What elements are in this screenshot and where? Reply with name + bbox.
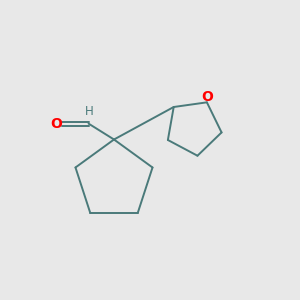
Text: O: O <box>50 117 62 130</box>
Text: H: H <box>85 104 94 118</box>
Text: O: O <box>201 90 213 104</box>
